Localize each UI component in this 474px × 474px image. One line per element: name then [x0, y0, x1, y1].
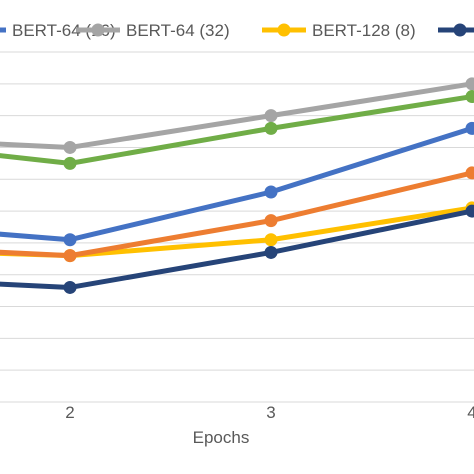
legend-label: BERT-128 (8)	[312, 21, 416, 40]
series-line	[0, 125, 473, 243]
x-tick-label: 3	[266, 403, 275, 422]
x-tick-label: 2	[65, 403, 74, 422]
data-point	[465, 166, 474, 180]
legend-item-0: BERT-64 (16)	[0, 21, 116, 40]
legend-swatch-marker	[277, 23, 291, 37]
legend-label: BERT-64 (16)	[12, 21, 116, 40]
data-point	[264, 121, 278, 135]
legend-item-1: BERT-64 (32)	[76, 21, 230, 40]
series-line	[0, 205, 473, 259]
data-point	[264, 109, 278, 123]
x-tick-label: 4	[467, 403, 474, 422]
legend-item-3	[438, 23, 474, 37]
series-line	[0, 170, 473, 259]
data-point	[63, 280, 77, 294]
data-point	[63, 249, 77, 263]
series-3	[0, 204, 474, 294]
data-point	[264, 185, 278, 199]
data-point	[264, 233, 278, 247]
legend-item-2: BERT-128 (8)	[262, 21, 416, 40]
series-1	[0, 77, 474, 154]
series-5	[0, 166, 474, 263]
legend-label: BERT-64 (32)	[126, 21, 230, 40]
series-lines	[0, 77, 474, 294]
data-point	[465, 77, 474, 91]
legend-swatch-marker	[453, 23, 467, 37]
series-line	[0, 94, 473, 166]
series-0	[0, 121, 474, 247]
data-point	[63, 156, 77, 170]
series-line	[0, 81, 473, 150]
series-line	[0, 208, 473, 290]
series-4	[0, 90, 474, 170]
data-point	[465, 90, 474, 104]
data-point	[264, 214, 278, 228]
x-axis-ticks: 1234	[65, 403, 474, 422]
data-point	[63, 140, 77, 154]
data-point	[264, 245, 278, 259]
data-point	[63, 233, 77, 247]
x-axis-title: Epochs	[193, 428, 250, 447]
data-point	[465, 204, 474, 218]
data-point	[465, 121, 474, 135]
legend: BERT-64 (16) BERT-64 (32) BERT-128 (8)	[0, 21, 474, 40]
legend-swatch-marker	[91, 23, 105, 37]
